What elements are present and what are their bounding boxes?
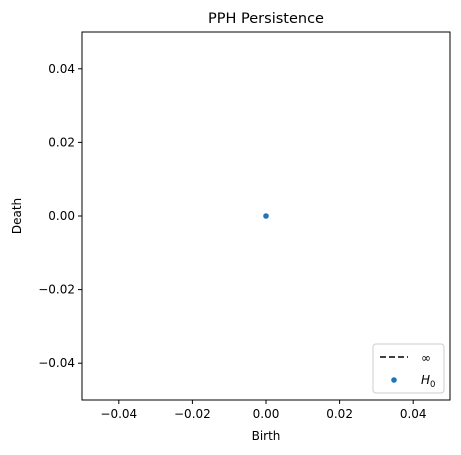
y-tick-label: −0.02 (38, 283, 75, 297)
legend-h0-marker (391, 377, 397, 383)
x-axis-ticks: −0.04 −0.02 0.00 0.02 0.04 (100, 400, 427, 421)
x-tick-label: 0.04 (400, 407, 427, 421)
legend-h0-label: H0 (421, 373, 435, 390)
h0-point (263, 213, 269, 219)
x-tick-label: −0.02 (174, 407, 211, 421)
y-tick-label: 0.00 (48, 209, 75, 223)
y-axis-ticks: −0.04 −0.02 0.00 0.02 0.04 (38, 62, 82, 370)
x-tick-label: −0.04 (100, 407, 137, 421)
scatter-points (263, 213, 269, 219)
legend: ∞ H0 (372, 343, 445, 394)
y-axis-label: Death (10, 198, 24, 234)
y-tick-label: 0.02 (48, 135, 75, 149)
x-tick-label: 0.02 (326, 407, 353, 421)
legend-infinity-label: ∞ (421, 351, 431, 365)
chart-title: PPH Persistence (208, 11, 324, 27)
y-tick-label: 0.04 (48, 62, 75, 76)
y-tick-label: −0.04 (38, 356, 75, 370)
x-tick-label: 0.00 (253, 407, 280, 421)
x-axis-label: Birth (252, 429, 281, 443)
